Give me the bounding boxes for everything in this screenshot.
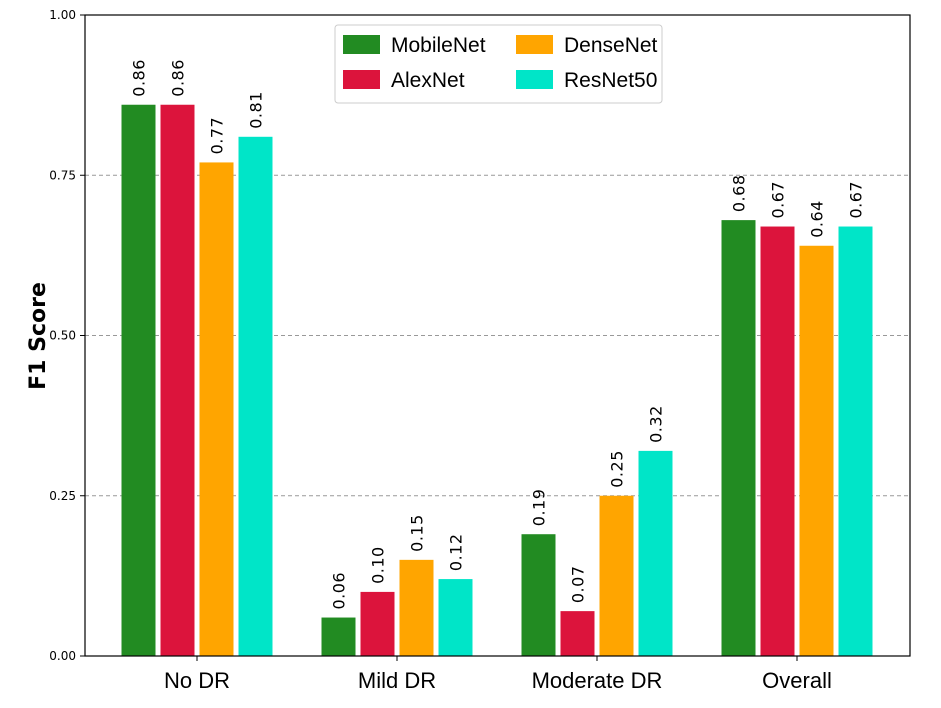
data-label: 0.06 xyxy=(330,572,349,610)
bar xyxy=(799,245,834,656)
legend: MobileNet AlexNet DenseNet ResNet50 xyxy=(334,24,663,104)
legend-swatch xyxy=(516,35,553,54)
bar xyxy=(760,226,795,656)
y-axis-label: F1 Score xyxy=(26,282,51,390)
x-tick-label: Moderate DR xyxy=(532,668,663,693)
legend-swatch xyxy=(343,70,380,89)
data-label: 0.67 xyxy=(769,181,788,219)
bar xyxy=(399,559,434,656)
bar xyxy=(521,534,556,656)
bar xyxy=(638,450,673,656)
data-label: 0.81 xyxy=(247,91,266,129)
data-label: 0.77 xyxy=(208,117,227,155)
data-label: 0.07 xyxy=(569,566,588,604)
legend-label: DenseNet xyxy=(564,34,658,57)
y-tick-label: 0.75 xyxy=(49,168,76,182)
bar xyxy=(121,104,156,657)
data-label: 0.64 xyxy=(808,200,827,238)
bar xyxy=(721,220,756,656)
y-tick-label: 0.50 xyxy=(49,329,76,343)
bar xyxy=(599,495,634,656)
bar xyxy=(160,104,195,657)
y-tick-label: 0.25 xyxy=(49,489,76,503)
bar xyxy=(238,136,273,657)
bar xyxy=(321,617,356,656)
bar xyxy=(199,162,234,656)
y-axis: 0.00 0.25 0.50 0.75 1.00 xyxy=(49,8,85,663)
legend-label: ResNet50 xyxy=(564,69,657,92)
data-label: 0.25 xyxy=(608,450,627,488)
bars xyxy=(121,104,873,657)
bar xyxy=(438,579,473,656)
x-tick-label: Mild DR xyxy=(358,668,436,693)
data-label: 0.19 xyxy=(530,489,549,527)
legend-swatch xyxy=(516,70,553,89)
data-label: 0.86 xyxy=(130,59,149,97)
data-label: 0.67 xyxy=(847,181,866,219)
legend-label: AlexNet xyxy=(391,69,465,92)
bar xyxy=(838,226,873,656)
bar xyxy=(560,611,595,656)
x-tick-label: Overall xyxy=(762,668,832,693)
data-label: 0.32 xyxy=(647,405,666,443)
data-label: 0.15 xyxy=(408,514,427,552)
data-label: 0.12 xyxy=(447,533,466,571)
legend-swatch xyxy=(343,35,380,54)
data-label: 0.10 xyxy=(369,546,388,584)
y-tick-label: 0.00 xyxy=(49,649,76,663)
bar xyxy=(360,591,395,656)
data-label: 0.86 xyxy=(169,59,188,97)
legend-frame xyxy=(334,24,663,104)
x-axis: No DR Mild DR Moderate DR Overall xyxy=(164,656,832,693)
data-labels: 0.86 0.06 0.19 0.68 0.86 0.10 0.07 0.67 0.77 0.15… xyxy=(130,59,866,609)
x-tick-label: No DR xyxy=(164,668,230,693)
y-tick-label: 1.00 xyxy=(49,8,76,22)
data-label: 0.68 xyxy=(730,174,749,212)
legend-label: MobileNet xyxy=(391,34,486,57)
